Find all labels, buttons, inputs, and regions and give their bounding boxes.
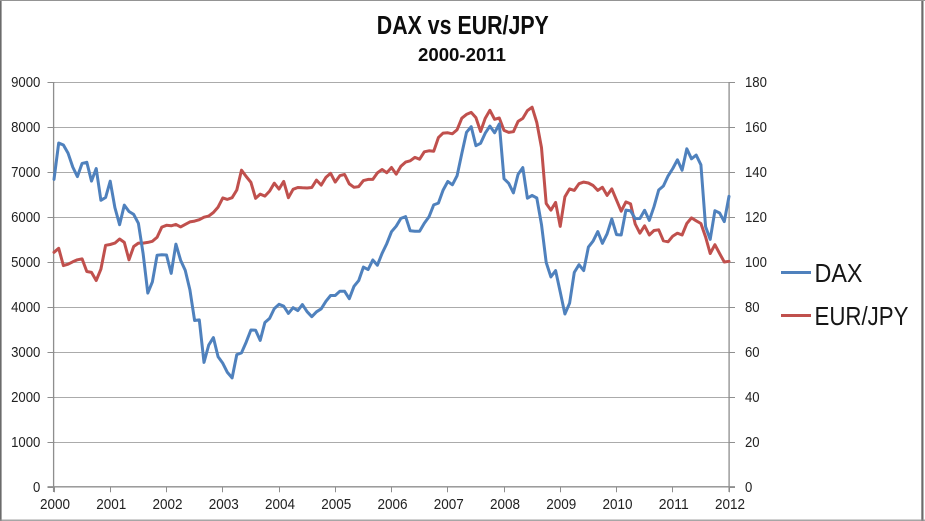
svg-text:2000: 2000 <box>11 390 40 406</box>
svg-text:60: 60 <box>745 345 760 361</box>
svg-text:0: 0 <box>33 480 40 496</box>
svg-text:2009: 2009 <box>546 496 576 513</box>
svg-text:120: 120 <box>745 210 767 226</box>
svg-text:2000: 2000 <box>40 496 70 513</box>
svg-text:140: 140 <box>745 165 767 181</box>
svg-text:180: 180 <box>745 75 767 91</box>
svg-text:2012: 2012 <box>715 496 745 513</box>
svg-text:DAX vs EUR/JPY: DAX vs EUR/JPY <box>377 12 549 40</box>
svg-text:20: 20 <box>745 435 760 451</box>
svg-text:EUR/JPY: EUR/JPY <box>815 301 909 331</box>
svg-text:1000: 1000 <box>11 435 40 451</box>
svg-text:2002: 2002 <box>153 496 183 513</box>
svg-text:8000: 8000 <box>11 120 40 136</box>
svg-text:7000: 7000 <box>11 165 40 181</box>
svg-text:2000-2011: 2000-2011 <box>418 44 506 65</box>
svg-text:2011: 2011 <box>659 496 689 513</box>
svg-text:9000: 9000 <box>11 75 40 91</box>
svg-text:160: 160 <box>745 120 767 136</box>
svg-text:2010: 2010 <box>603 496 633 513</box>
svg-text:2008: 2008 <box>490 496 520 513</box>
svg-text:2003: 2003 <box>209 496 239 513</box>
svg-text:0: 0 <box>745 480 752 496</box>
svg-text:DAX: DAX <box>815 258 863 288</box>
svg-text:5000: 5000 <box>11 255 40 271</box>
svg-text:3000: 3000 <box>11 345 40 361</box>
svg-text:2006: 2006 <box>378 496 408 513</box>
svg-text:2004: 2004 <box>265 496 295 513</box>
svg-text:40: 40 <box>745 390 760 406</box>
svg-text:80: 80 <box>745 300 760 316</box>
svg-text:2005: 2005 <box>321 496 351 513</box>
svg-text:100: 100 <box>745 255 767 271</box>
svg-text:2007: 2007 <box>434 496 464 513</box>
svg-text:6000: 6000 <box>11 210 40 226</box>
svg-text:4000: 4000 <box>11 300 40 316</box>
svg-text:2001: 2001 <box>96 496 126 513</box>
